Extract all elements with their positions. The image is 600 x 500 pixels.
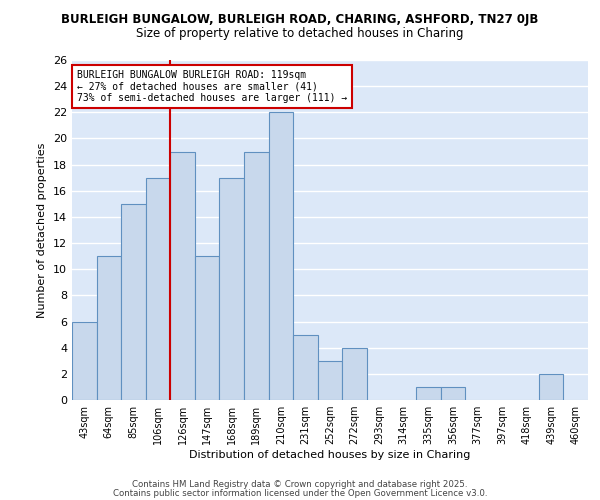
Bar [244,152,269,400]
Bar [342,348,367,400]
Bar [269,112,293,400]
Text: BURLEIGH BUNGALOW BURLEIGH ROAD: 119sqm
← 27% of detached houses are smaller (41: BURLEIGH BUNGALOW BURLEIGH ROAD: 119sqm … [77,70,347,103]
Bar [440,387,465,400]
Text: Contains HM Land Registry data © Crown copyright and database right 2025.: Contains HM Land Registry data © Crown c… [132,480,468,489]
Bar [318,361,342,400]
Bar [416,387,440,400]
Bar [170,152,195,400]
X-axis label: Distribution of detached houses by size in Charing: Distribution of detached houses by size … [190,450,470,460]
Y-axis label: Number of detached properties: Number of detached properties [37,142,47,318]
Bar [97,256,121,400]
Bar [220,178,244,400]
Bar [72,322,97,400]
Text: Contains public sector information licensed under the Open Government Licence v3: Contains public sector information licen… [113,489,487,498]
Bar [293,334,318,400]
Bar [121,204,146,400]
Bar [195,256,220,400]
Text: BURLEIGH BUNGALOW, BURLEIGH ROAD, CHARING, ASHFORD, TN27 0JB: BURLEIGH BUNGALOW, BURLEIGH ROAD, CHARIN… [61,12,539,26]
Bar [146,178,170,400]
Text: Size of property relative to detached houses in Charing: Size of property relative to detached ho… [136,28,464,40]
Bar [539,374,563,400]
